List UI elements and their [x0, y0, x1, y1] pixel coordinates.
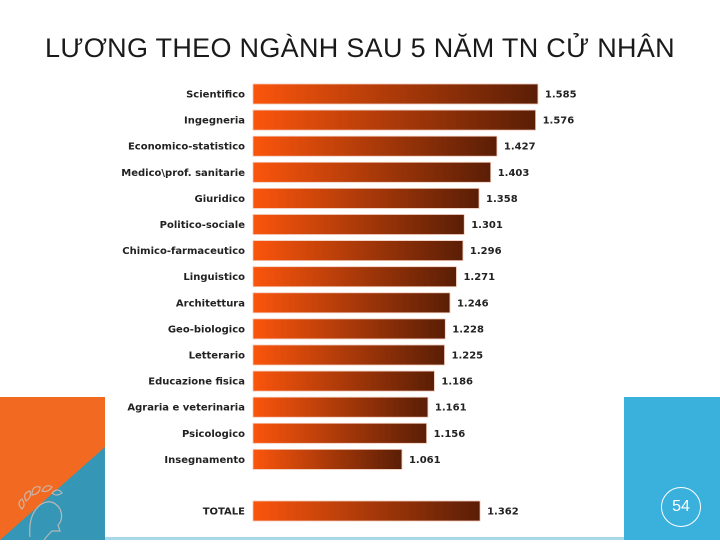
category-9-bar: [252, 318, 446, 340]
category-11-value-label: 1.186: [441, 377, 473, 388]
category-11-label: Educazione fisica: [148, 377, 245, 388]
corner-decoration-left: [0, 397, 105, 541]
category-4-label: Giuridico: [195, 194, 246, 205]
page-number: 54: [661, 487, 701, 527]
category-3-label: Medico\prof. sanitarie: [121, 168, 245, 179]
category-14-value-label: 1.061: [409, 455, 441, 466]
total-value-label: 1.362: [487, 507, 519, 518]
category-9-value-label: 1.228: [452, 324, 484, 335]
category-13-label: Psicologico: [182, 429, 245, 440]
corner-decoration-right: 54: [624, 397, 720, 540]
category-10-label: Letterario: [189, 351, 246, 362]
category-4-bar: [252, 187, 480, 209]
category-2-bar: [252, 135, 498, 157]
category-12-value-label: 1.161: [435, 403, 467, 414]
category-3-bar: [252, 161, 492, 183]
category-7-bar: [252, 266, 457, 288]
category-10-value-label: 1.225: [452, 351, 484, 362]
category-8-label: Architettura: [176, 298, 245, 309]
category-0-value-label: 1.585: [545, 90, 577, 101]
category-7-value-label: 1.271: [463, 272, 495, 283]
category-4-value-label: 1.358: [486, 194, 518, 205]
category-1-label: Ingegneria: [184, 116, 245, 127]
slide-title: LƯƠNG THEO NGÀNH SAU 5 NĂM TN CỬ NHÂN: [45, 33, 675, 63]
category-7-label: Linguistico: [183, 272, 245, 283]
category-5-label: Politico-sociale: [160, 220, 246, 231]
category-8-bar: [252, 292, 451, 314]
category-1-value-label: 1.576: [543, 116, 575, 127]
category-0-label: Scientifico: [186, 90, 245, 101]
category-11-bar: [252, 370, 435, 392]
category-3-value-label: 1.403: [498, 168, 530, 179]
category-13-bar: [252, 422, 428, 444]
category-12-bar: [252, 396, 429, 418]
bottom-divider: [105, 537, 624, 540]
category-13-value-label: 1.156: [434, 429, 466, 440]
category-6-value-label: 1.296: [470, 246, 502, 257]
category-0-bar: [252, 83, 539, 105]
category-2-label: Economico-statistico: [128, 142, 245, 153]
category-5-value-label: 1.301: [471, 220, 503, 231]
category-2-value-label: 1.427: [504, 142, 536, 153]
total-label: TOTALE: [203, 507, 245, 518]
category-6-label: Chimico-farmaceutico: [122, 246, 245, 257]
total-bar: [252, 500, 481, 522]
category-8-value-label: 1.246: [457, 298, 489, 309]
category-10-bar: [252, 344, 445, 366]
category-14-label: Insegnamento: [164, 455, 245, 466]
category-12-label: Agraria e veterinaria: [127, 403, 245, 414]
category-1-bar: [252, 109, 536, 131]
category-6-bar: [252, 240, 464, 262]
laurel-crowned-head-logo: [18, 485, 63, 541]
category-5-bar: [252, 214, 465, 235]
category-9-label: Geo-biologico: [168, 324, 245, 335]
category-14-bar: [252, 448, 403, 470]
